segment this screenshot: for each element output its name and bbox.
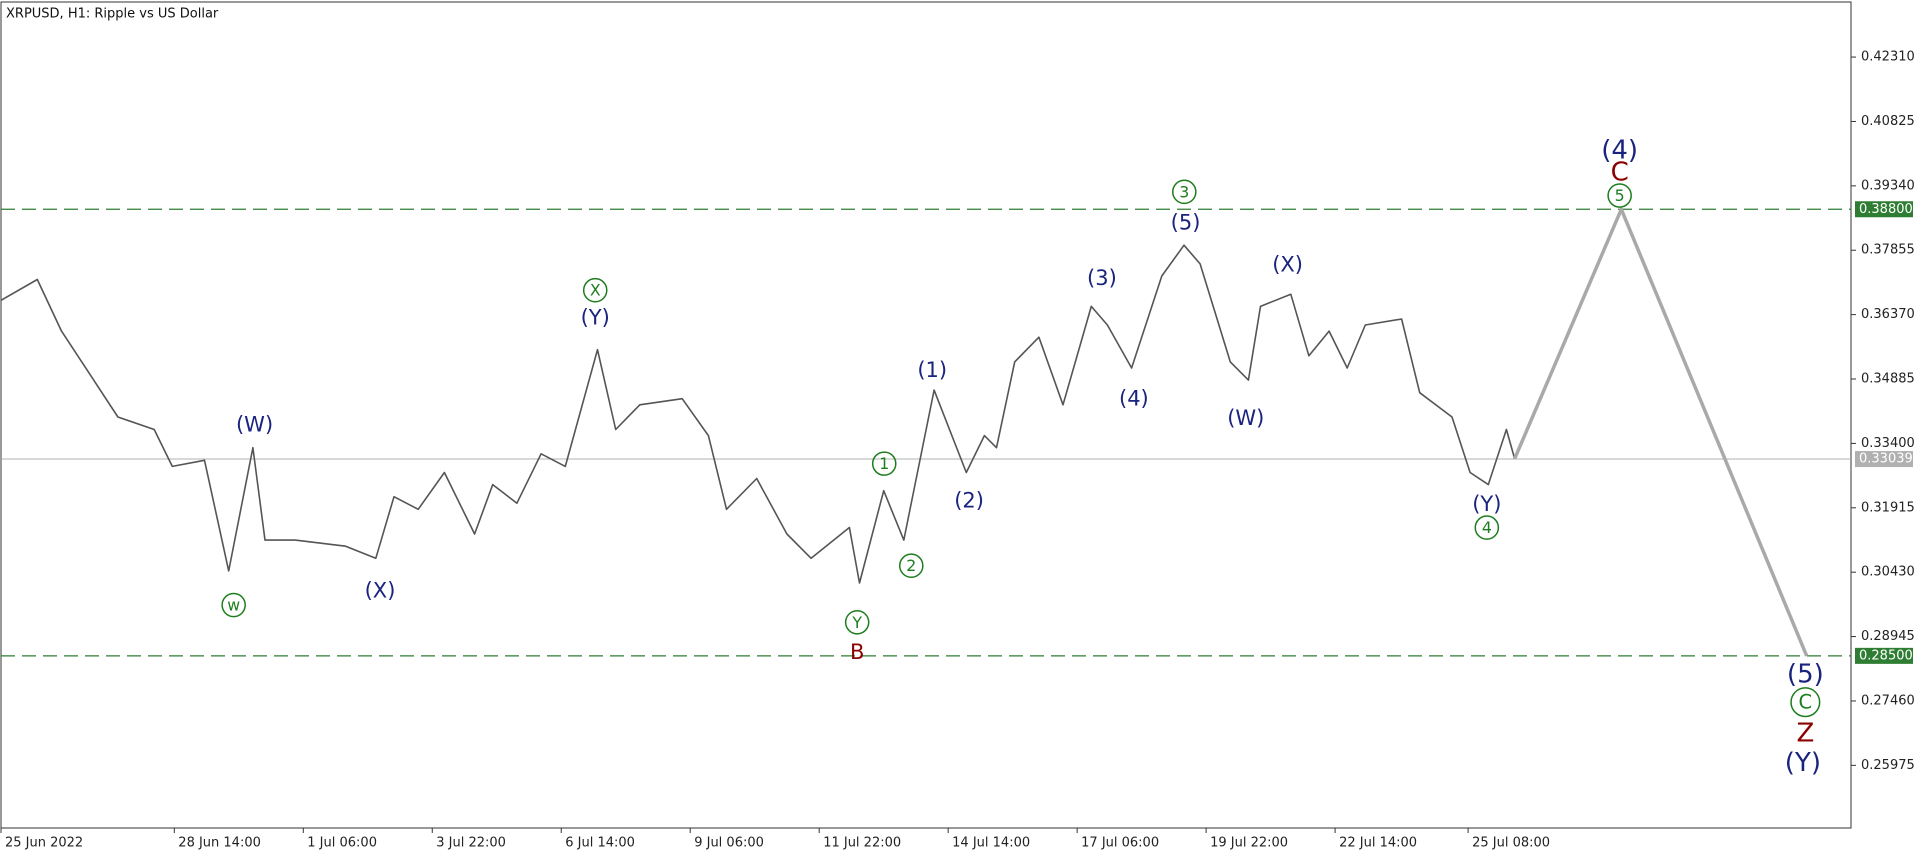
wave-label: C [1799, 691, 1813, 714]
wave-label: B [850, 640, 864, 664]
x-tick-label: 14 Jul 14:00 [952, 836, 1030, 851]
y-tick-label: 0.27460 [1861, 693, 1915, 708]
wave-label: (2) [954, 489, 984, 513]
plot-frame [0, 1, 1852, 829]
wave-circle [221, 592, 246, 618]
wave-circle [1474, 515, 1500, 540]
wave-label: (X) [365, 578, 396, 602]
wave-label: w [227, 596, 240, 615]
x-tick-label: 17 Jul 06:00 [1081, 836, 1159, 851]
price-line [0, 244, 1516, 584]
wave-circle [582, 277, 608, 303]
x-tick-label: 25 Jun 2022 [5, 836, 83, 851]
wave-label: (4) [1119, 386, 1149, 410]
y-tick-label: 0.36370 [1861, 307, 1915, 322]
y-tick-label: 0.42310 [1861, 50, 1915, 65]
x-tick-label: 11 Jul 22:00 [823, 836, 901, 851]
x-tick-label: 6 Jul 14:00 [565, 836, 635, 851]
y-tick-label: 0.40825 [1861, 114, 1915, 129]
y-tick-label: 0.39340 [1861, 178, 1915, 193]
wave-label: (Y) [1785, 748, 1821, 778]
wave-label: (Y) [581, 305, 610, 329]
wave-label: Y [851, 613, 862, 632]
wave-circle [844, 609, 870, 635]
wave-circle [898, 553, 924, 579]
wave-label: C [1611, 158, 1629, 188]
wave-label: (W) [236, 412, 273, 436]
chart-title: XRPUSD, H1: Ripple vs US Dollar [6, 7, 219, 22]
x-tick-label: 22 Jul 14:00 [1339, 836, 1417, 851]
wave-label: 4 [1482, 518, 1492, 537]
x-tick-label: 25 Jul 08:00 [1472, 836, 1550, 851]
wave-label: 1 [879, 454, 889, 473]
level-label: 0.38800 [1859, 202, 1913, 217]
wave-label: (4) [1601, 136, 1638, 166]
wave-circle [871, 451, 897, 476]
level-label-box [1855, 647, 1913, 664]
wave-label: (1) [917, 358, 947, 382]
wave-label: (5) [1171, 211, 1201, 235]
wave-label: (Y) [1472, 492, 1501, 516]
wave-label: Z [1796, 718, 1814, 748]
wave-circle [1171, 179, 1197, 205]
wave-circle [1790, 687, 1821, 718]
wave-label: (3) [1087, 266, 1117, 290]
y-tick-label: 0.30430 [1861, 565, 1915, 580]
y-tick-label: 0.28945 [1861, 629, 1915, 644]
x-tick-label: 9 Jul 06:00 [694, 836, 764, 851]
x-tick-label: 28 Jun 14:00 [178, 836, 261, 851]
y-tick-label: 0.25975 [1861, 758, 1915, 773]
wave-label: (X) [1272, 252, 1303, 276]
wave-label: X [590, 281, 601, 300]
wave-label: 2 [906, 556, 916, 575]
wave-label: 5 [1615, 186, 1625, 205]
x-tick-label: 19 Jul 22:00 [1210, 836, 1288, 851]
y-tick-label: 0.34885 [1861, 372, 1915, 387]
x-tick-label: 1 Jul 06:00 [307, 836, 377, 851]
level-label-box [1855, 451, 1913, 468]
y-tick-label: 0.31915 [1861, 500, 1915, 515]
y-tick-label: 0.33400 [1861, 436, 1915, 451]
level-label: 0.28500 [1859, 648, 1913, 663]
y-tick-label: 0.37855 [1861, 243, 1915, 258]
wave-label: 3 [1179, 182, 1189, 201]
level-label-box [1855, 201, 1913, 218]
level-label: 0.33039 [1859, 452, 1913, 467]
x-tick-label: 3 Jul 22:00 [436, 836, 506, 851]
wave-label: (5) [1787, 659, 1824, 689]
forecast-line [1512, 207, 1809, 657]
wave-circle [1607, 183, 1632, 208]
wave-label: (W) [1227, 406, 1264, 430]
